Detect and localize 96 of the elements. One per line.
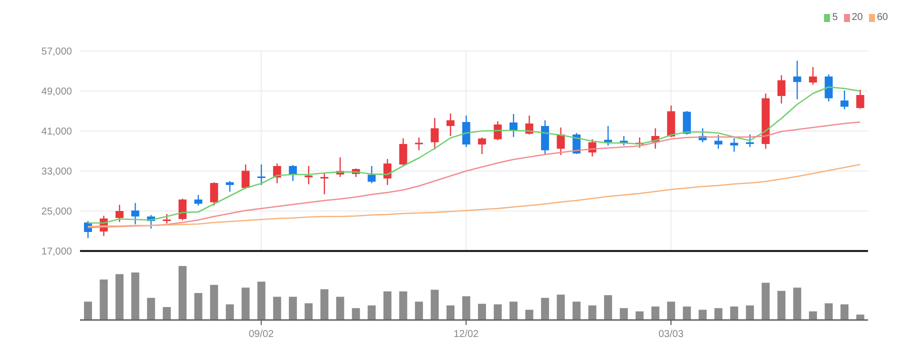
- y-tick-label: 25,000: [41, 206, 72, 218]
- bar: [510, 302, 518, 320]
- candlestick: [304, 165, 313, 185]
- bar: [525, 310, 534, 320]
- candlestick: [446, 112, 454, 137]
- legend-label: 5: [832, 12, 838, 23]
- bar: [430, 290, 439, 320]
- candlestick: [242, 164, 250, 190]
- bar: [84, 302, 92, 320]
- bar: [273, 296, 282, 320]
- candlestick: [824, 74, 833, 102]
- candlestick: [777, 74, 786, 104]
- candlestick: [162, 213, 171, 224]
- candlestick: [226, 180, 234, 192]
- candlestick: [399, 138, 408, 168]
- candlestick: [414, 136, 423, 151]
- candlestick: [288, 164, 297, 182]
- bar: [667, 302, 676, 320]
- bar: [793, 288, 802, 320]
- candlestick: [682, 110, 691, 136]
- candlestick: [730, 138, 738, 152]
- bar: [368, 305, 376, 320]
- candlestick: [478, 136, 486, 155]
- candlestick: [178, 198, 187, 221]
- bar: [210, 284, 218, 320]
- bar: [777, 290, 786, 320]
- bar: [147, 298, 156, 320]
- candlestick: [525, 114, 534, 136]
- bar: [651, 306, 660, 320]
- bar: [494, 304, 502, 320]
- bar: [242, 288, 250, 320]
- bar: [446, 305, 454, 320]
- candlestick: [116, 204, 124, 223]
- bar: [762, 282, 770, 320]
- candlestick: [320, 172, 328, 195]
- x-tick-label: 03/03: [658, 329, 684, 340]
- bar: [399, 291, 408, 320]
- y-tick-label: 17,000: [41, 246, 72, 258]
- bar: [714, 308, 722, 320]
- bar: [824, 303, 833, 320]
- bar: [746, 305, 754, 320]
- bar: [336, 296, 344, 320]
- candlestick: [808, 66, 817, 86]
- candlestick: [604, 125, 612, 146]
- bar: [100, 280, 108, 320]
- candlestick: [368, 165, 376, 184]
- candlestick: [494, 120, 502, 141]
- bar: [478, 304, 486, 320]
- candlestick: [840, 90, 848, 110]
- candlestick: [383, 158, 392, 186]
- bar: [808, 311, 817, 320]
- bar: [636, 311, 644, 320]
- candlestick: [210, 182, 218, 206]
- bar: [682, 306, 691, 320]
- bar: [194, 293, 202, 320]
- candlestick: [430, 117, 439, 150]
- x-tick-label: 09/02: [248, 329, 274, 340]
- bar: [320, 289, 328, 320]
- candlestick: [793, 60, 802, 100]
- bar: [698, 310, 707, 320]
- bar: [856, 314, 864, 320]
- legend-label: 20: [852, 12, 863, 23]
- candlestick: [714, 134, 722, 150]
- bar: [414, 302, 423, 320]
- bar: [620, 308, 628, 320]
- candlestick: [194, 194, 202, 206]
- bar: [556, 294, 565, 320]
- bar: [162, 307, 171, 320]
- bar: [116, 274, 124, 320]
- bar: [178, 266, 187, 320]
- bar: [352, 308, 360, 320]
- bar: [462, 296, 470, 320]
- candlestick: [131, 202, 140, 225]
- bar: [288, 296, 297, 320]
- candlestick: [556, 126, 565, 156]
- bar: [131, 272, 140, 320]
- candlestick: [462, 114, 470, 148]
- x-tick-label: 12/02: [454, 329, 480, 340]
- y-tick-label: 41,000: [41, 126, 72, 138]
- bar: [304, 303, 313, 320]
- bar: [588, 305, 596, 320]
- y-tick-label: 57,000: [41, 46, 72, 58]
- bar: [840, 304, 848, 320]
- candlestick: [510, 113, 518, 138]
- candlestick: [856, 89, 864, 110]
- bar: [730, 306, 738, 320]
- bar: [226, 304, 234, 320]
- y-tick-label: 33,000: [41, 166, 72, 178]
- bar: [257, 282, 266, 320]
- legend-label: 60: [876, 12, 888, 23]
- y-tick-label: 49,000: [41, 86, 72, 98]
- candlestick: [257, 164, 266, 186]
- bar: [572, 302, 581, 320]
- bar: [383, 291, 392, 320]
- bar: [541, 298, 550, 320]
- bar: [604, 295, 612, 320]
